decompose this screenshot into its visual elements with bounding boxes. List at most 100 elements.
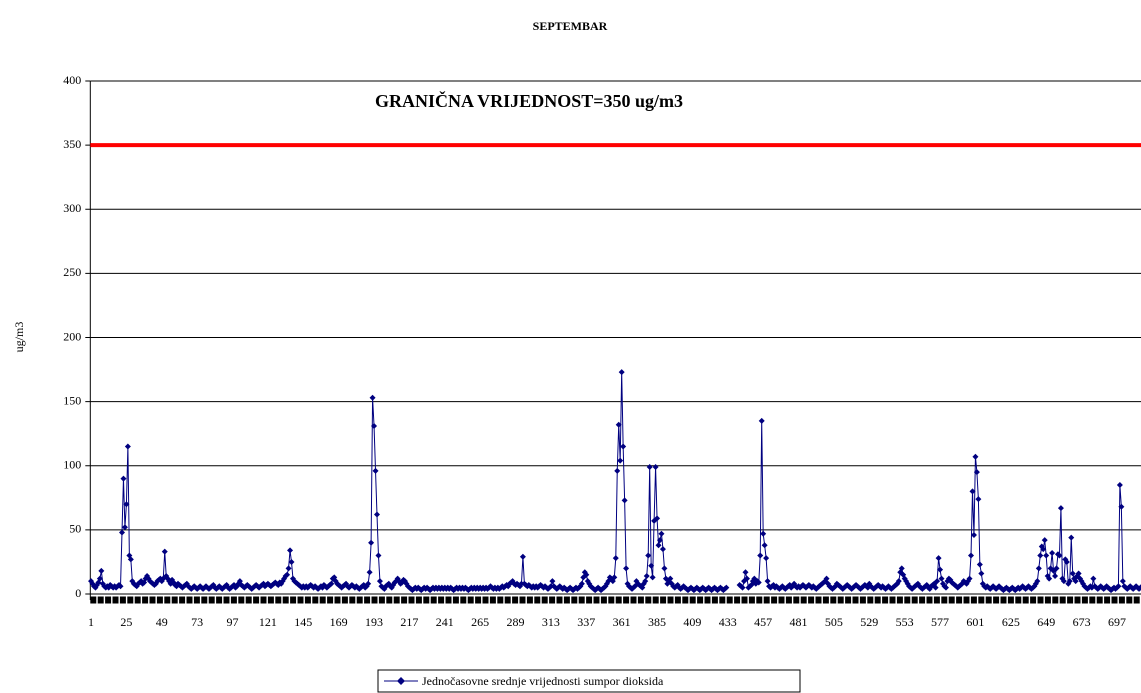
x-tick-label: 649 bbox=[1037, 615, 1055, 629]
point-marker bbox=[969, 488, 976, 495]
point-marker bbox=[763, 555, 770, 562]
point-marker bbox=[161, 548, 168, 555]
point-marker bbox=[972, 453, 979, 460]
point-marker bbox=[1035, 565, 1042, 572]
point-marker bbox=[1060, 578, 1067, 585]
point-marker bbox=[1072, 578, 1079, 585]
point-marker bbox=[649, 574, 656, 581]
point-marker bbox=[368, 539, 375, 546]
point-marker bbox=[1075, 570, 1082, 577]
x-tick-label: 361 bbox=[613, 615, 631, 629]
point-marker bbox=[658, 530, 665, 537]
x-tick-label: 25 bbox=[120, 615, 132, 629]
point-marker bbox=[1056, 552, 1063, 559]
point-marker bbox=[642, 578, 649, 585]
point-marker bbox=[285, 565, 292, 572]
point-marker bbox=[739, 584, 746, 591]
point-marker bbox=[648, 562, 655, 569]
point-marker bbox=[757, 552, 764, 559]
y-tick-label: 200 bbox=[63, 329, 81, 343]
point-marker bbox=[1069, 570, 1076, 577]
point-marker bbox=[1037, 552, 1044, 559]
x-tick-label: 313 bbox=[542, 615, 560, 629]
point-marker bbox=[970, 532, 977, 539]
point-marker bbox=[121, 524, 128, 531]
point-marker bbox=[611, 574, 618, 581]
point-marker bbox=[612, 555, 619, 562]
point-marker bbox=[1043, 552, 1050, 559]
x-tick-label: 1 bbox=[88, 615, 94, 629]
x-tick-label: 97 bbox=[227, 615, 239, 629]
point-marker bbox=[1066, 578, 1073, 585]
point-marker bbox=[618, 369, 625, 376]
point-marker bbox=[657, 537, 664, 544]
point-marker bbox=[1090, 575, 1097, 582]
point-marker bbox=[284, 571, 291, 578]
point-marker bbox=[968, 552, 975, 559]
point-marker bbox=[898, 565, 905, 572]
point-marker bbox=[646, 464, 653, 471]
y-axis-label: ug/m3 bbox=[12, 322, 26, 353]
point-marker bbox=[742, 569, 749, 576]
x-tick-label: 673 bbox=[1073, 615, 1091, 629]
point-marker bbox=[288, 558, 295, 565]
legend-label: Jednočasovne srednje vrijednosti sumpor … bbox=[422, 674, 664, 688]
point-marker bbox=[1118, 503, 1125, 510]
x-tick-label: 193 bbox=[365, 615, 383, 629]
x-tick-label: 553 bbox=[896, 615, 914, 629]
x-tick-label: 601 bbox=[966, 615, 984, 629]
x-tick-label: 289 bbox=[507, 615, 525, 629]
point-marker bbox=[373, 511, 380, 518]
point-marker bbox=[1034, 578, 1041, 585]
point-marker bbox=[614, 467, 621, 474]
point-marker bbox=[287, 547, 294, 554]
x-tick-label: 577 bbox=[931, 615, 949, 629]
y-tick-label: 250 bbox=[63, 265, 81, 279]
x-tick-label: 169 bbox=[330, 615, 348, 629]
point-marker bbox=[761, 542, 768, 549]
x-tick-label: 505 bbox=[825, 615, 843, 629]
point-marker bbox=[661, 565, 668, 572]
point-marker bbox=[617, 457, 624, 464]
y-tick-label: 400 bbox=[63, 73, 81, 87]
x-tick-label: 697 bbox=[1108, 615, 1126, 629]
point-marker bbox=[755, 579, 762, 586]
point-marker bbox=[623, 565, 630, 572]
x-tick-label: 241 bbox=[436, 615, 454, 629]
point-marker bbox=[96, 575, 103, 582]
annotation: GRANIČNA VRIJEDNOST=350 ug/m3 bbox=[375, 90, 683, 111]
y-tick-label: 150 bbox=[63, 393, 81, 407]
x-tick-label: 481 bbox=[790, 615, 808, 629]
point-marker bbox=[1046, 575, 1053, 582]
x-tick-label: 529 bbox=[860, 615, 878, 629]
point-marker bbox=[1119, 578, 1126, 585]
point-marker bbox=[123, 501, 130, 508]
point-marker bbox=[376, 578, 383, 585]
x-tick-label: 265 bbox=[471, 615, 489, 629]
point-marker bbox=[1053, 565, 1060, 572]
x-tick-label: 457 bbox=[754, 615, 772, 629]
point-marker bbox=[1057, 505, 1064, 512]
y-tick-label: 350 bbox=[63, 137, 81, 151]
y-tick-label: 0 bbox=[75, 586, 81, 600]
point-marker bbox=[937, 566, 944, 573]
y-tick-label: 300 bbox=[63, 201, 81, 215]
point-marker bbox=[519, 553, 526, 560]
point-marker bbox=[1116, 481, 1123, 488]
point-marker bbox=[98, 567, 105, 574]
chart-title: SEPTEMBAR bbox=[533, 19, 608, 33]
x-tick-label: 433 bbox=[719, 615, 737, 629]
y-tick-label: 50 bbox=[69, 522, 81, 536]
legend-box bbox=[377, 669, 801, 693]
point-marker bbox=[578, 580, 585, 587]
point-marker bbox=[124, 443, 131, 450]
x-tick-label: 73 bbox=[191, 615, 203, 629]
point-marker bbox=[978, 570, 985, 577]
point-marker bbox=[371, 422, 378, 429]
point-marker bbox=[758, 417, 765, 424]
point-marker bbox=[643, 573, 650, 580]
point-marker bbox=[375, 552, 382, 559]
point-marker bbox=[934, 578, 941, 585]
